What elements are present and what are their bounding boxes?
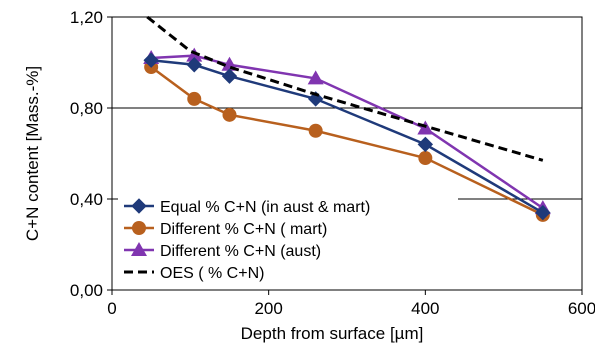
series-group: [143, 17, 551, 222]
series-2-line: [151, 67, 543, 215]
x-tick-label: 400: [411, 299, 439, 318]
grid-lines: [112, 108, 582, 199]
legend-label: OES ( % C+N): [160, 265, 264, 282]
x-tick-label: 0: [107, 299, 116, 318]
x-tick-label: 600: [568, 299, 595, 318]
y-tick-label: 0,40: [70, 190, 103, 209]
series-2-point: [309, 124, 323, 138]
series-1-line: [151, 60, 543, 212]
y-tick-label: 1,20: [70, 8, 103, 27]
series-1-point: [223, 69, 237, 83]
x-tick-label: 200: [254, 299, 282, 318]
y-tick-label: 0,80: [70, 99, 103, 118]
legend-label: Equal % C+N (in aust & mart): [160, 199, 370, 216]
legend: Equal % C+N (in aust & mart) Different % …: [118, 193, 458, 285]
series-2-point: [418, 151, 432, 165]
legend-label: Different % C+N ( mart): [160, 221, 327, 238]
legend-item: Equal % C+N (in aust & mart): [124, 199, 370, 216]
x-axis-title: Depth from surface [µm]: [241, 324, 424, 343]
legend-swatch-marker: [132, 221, 146, 235]
y-tick-label: 0,00: [70, 281, 103, 300]
series-1-point: [418, 137, 432, 151]
legend-label: Different % C+N (aust): [160, 243, 321, 260]
series-2-point: [187, 92, 201, 106]
series-2-point: [223, 108, 237, 122]
y-axis-title: C+N content [Mass.-%]: [23, 66, 42, 241]
